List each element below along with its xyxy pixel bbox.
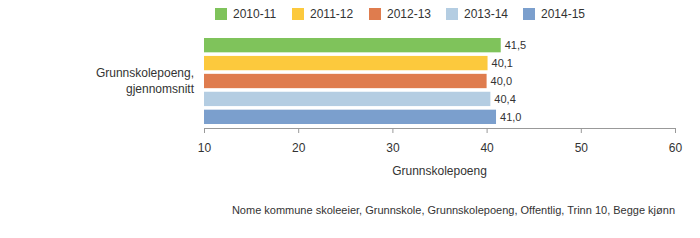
x-tick-mark <box>581 128 582 133</box>
bars <box>204 38 501 124</box>
legend-label: 2010-11 <box>233 7 276 21</box>
legend-swatch <box>292 8 304 20</box>
legend-label: 2011-12 <box>310 7 353 21</box>
x-tick-label: 60 <box>669 141 683 155</box>
x-tick-mark <box>675 128 676 133</box>
bar <box>204 56 488 70</box>
y-axis: Grunnskolepoeng,gjennomsnitt <box>96 66 204 96</box>
bar <box>204 38 501 52</box>
legend-swatch <box>215 8 227 20</box>
x-tick: 10 <box>198 128 212 155</box>
bar <box>204 74 487 88</box>
x-tick: 50 <box>575 128 589 155</box>
legend-swatch <box>446 8 458 20</box>
x-tick-label: 30 <box>386 141 400 155</box>
footnote: Nome kommune skoleeier, Grunnskole, Grun… <box>232 204 675 216</box>
x-tick-label: 40 <box>480 141 494 155</box>
x-tick: 30 <box>386 128 400 155</box>
x-axis-line <box>205 129 676 134</box>
x-tick-label: 50 <box>575 141 589 155</box>
x-axis: 10 20 30 40 50 60 <box>198 128 683 155</box>
data-label: 40,1 <box>492 57 513 69</box>
x-tick-mark <box>204 128 205 133</box>
category-label: Grunnskolepoeng,gjennomsnitt <box>96 66 195 96</box>
legend-swatch <box>369 8 381 20</box>
y-tick: Grunnskolepoeng,gjennomsnitt <box>96 66 204 96</box>
legend-label: 2014-15 <box>541 7 585 21</box>
data-label: 41,5 <box>505 39 526 51</box>
legend: 2010-11 2011-12 2012-13 2013-14 2014-15 <box>215 7 585 21</box>
legend-label: 2013-14 <box>464 7 508 21</box>
x-tick: 20 <box>292 128 306 155</box>
x-tick-mark <box>487 128 488 133</box>
bar <box>204 92 490 106</box>
data-labels: 41,5 40,1 40,0 40,4 41,0 <box>491 39 527 123</box>
x-tick: 60 <box>669 128 683 155</box>
data-label: 41,0 <box>500 111 521 123</box>
x-tick-mark <box>298 128 299 133</box>
x-axis-title: Grunnskolepoeng <box>392 164 487 178</box>
x-tick-mark <box>392 128 393 133</box>
x-tick: 40 <box>480 128 494 155</box>
bar <box>204 110 496 124</box>
data-label: 40,4 <box>494 93 515 105</box>
legend-label: 2012-13 <box>387 7 431 21</box>
chart: 2010-112011-122012-132013-142014-1541,54… <box>0 0 700 238</box>
data-label: 40,0 <box>491 75 512 87</box>
x-tick-label: 20 <box>292 141 306 155</box>
legend-swatch <box>523 8 535 20</box>
x-tick-label: 10 <box>198 141 212 155</box>
